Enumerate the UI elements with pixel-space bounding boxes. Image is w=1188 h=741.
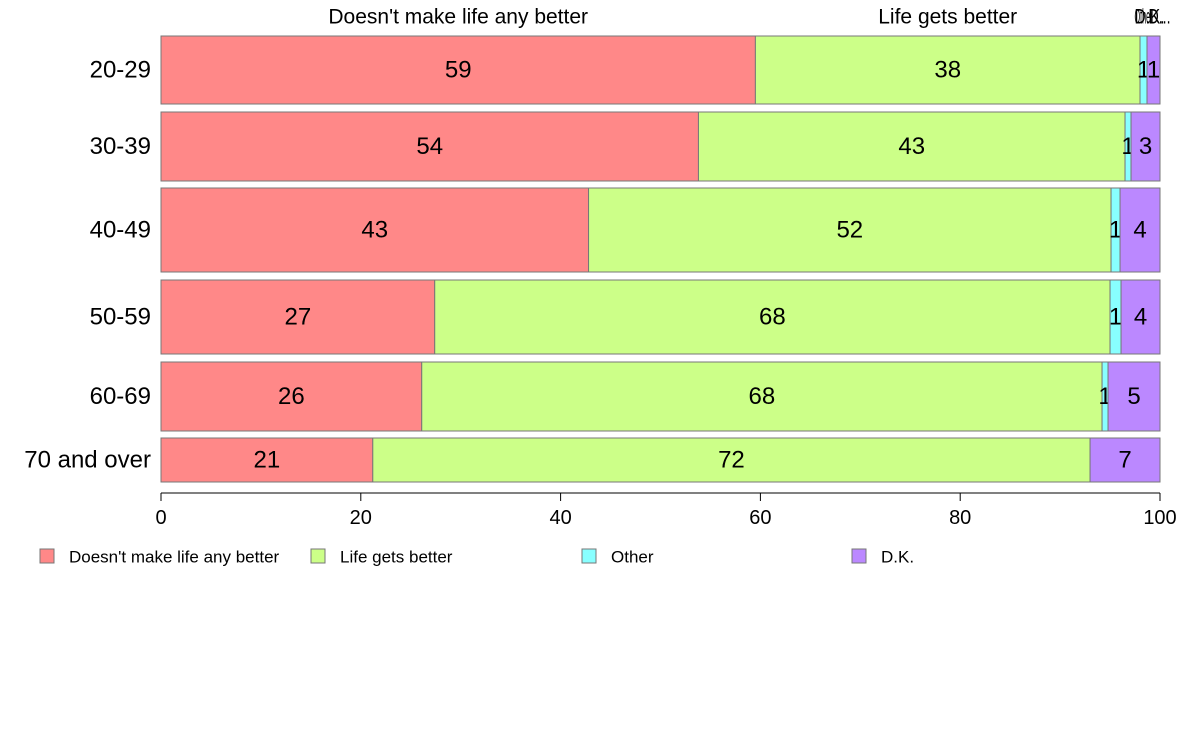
legend-swatch	[581, 548, 597, 564]
data-label: 54	[416, 133, 443, 160]
data-label: 68	[749, 383, 776, 410]
category-label: 20-29	[90, 57, 151, 84]
data-label: 21	[254, 447, 281, 474]
x-tick-label: 40	[549, 507, 571, 529]
x-tick-label: 20	[350, 507, 372, 529]
x-tick-label: 80	[949, 507, 971, 529]
data-label: 59	[445, 57, 472, 84]
data-label: 68	[759, 304, 786, 331]
top-series-label: Life gets better	[878, 6, 1017, 29]
legend-label: Life gets better	[340, 548, 453, 567]
data-label: 1	[1147, 57, 1160, 84]
bar-segment	[588, 187, 1112, 273]
data-label: 5	[1127, 383, 1140, 410]
legend-swatch	[851, 548, 867, 564]
data-label: 4	[1134, 304, 1147, 331]
data-label: 52	[836, 217, 863, 244]
bar-segment	[1130, 111, 1161, 182]
data-label: 43	[898, 133, 925, 160]
category-label: 30-39	[90, 133, 151, 160]
data-label: 26	[278, 383, 305, 410]
data-label: 3	[1139, 133, 1152, 160]
top-series-label: Other	[1135, 6, 1153, 29]
bar-segment	[1089, 437, 1161, 483]
data-label: 27	[285, 304, 312, 331]
bar-segment	[160, 35, 756, 105]
data-label: 4	[1133, 217, 1146, 244]
category-label: 50-59	[90, 304, 151, 331]
category-label: 70 and over	[24, 447, 151, 474]
legend-swatch	[39, 548, 55, 564]
bar-segment	[434, 279, 1111, 355]
legend-label: D.K.	[881, 548, 914, 567]
bar-segment	[160, 187, 590, 273]
top-series-label: D.K.	[1135, 6, 1165, 29]
data-label: 1	[1109, 217, 1122, 244]
bar-segment	[1119, 187, 1161, 273]
legend-swatch	[310, 548, 326, 564]
bar-segment	[1146, 35, 1161, 105]
bar-segment	[160, 437, 374, 483]
top-series-label: Doesn't make life any better	[328, 6, 588, 29]
bar-segment	[1120, 279, 1161, 355]
bar-segment	[160, 361, 423, 432]
x-tick-label: 0	[155, 507, 166, 529]
bar-segment	[1107, 361, 1161, 432]
category-label: 40-49	[90, 217, 151, 244]
data-label: 7	[1118, 447, 1131, 474]
data-label: 43	[361, 217, 388, 244]
x-tick-label: 100	[1143, 507, 1176, 529]
x-tick-label: 60	[749, 507, 771, 529]
legend-label: Doesn't make life any better	[69, 548, 280, 567]
bar-segment	[160, 111, 699, 182]
bar-segment	[372, 437, 1091, 483]
category-label: 60-69	[90, 383, 151, 410]
bar-segment	[754, 35, 1141, 105]
data-label: 72	[718, 447, 745, 474]
data-label: 38	[934, 57, 961, 84]
legend-label: Other	[611, 548, 654, 567]
top-series-label-overlap: D...	[1149, 6, 1171, 29]
data-label: 1	[1109, 304, 1122, 331]
bar-segment	[160, 279, 436, 355]
